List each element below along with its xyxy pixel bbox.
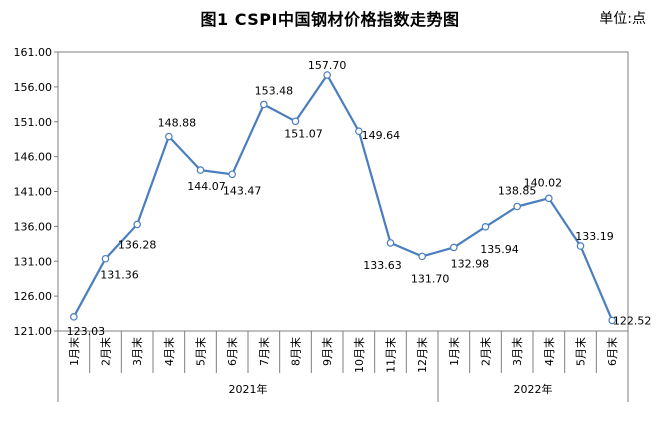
data-point <box>133 220 141 229</box>
x-tick-label: 2月末 <box>479 337 493 366</box>
data-label: 136.28 <box>118 238 157 251</box>
data-label: 133.19 <box>575 230 614 243</box>
data-point <box>196 166 205 174</box>
y-tick-label: 156.00 <box>14 81 53 94</box>
y-tick-label: 151.00 <box>14 116 53 129</box>
x-tick-label: 7月末 <box>257 337 271 366</box>
data-label: 148.88 <box>158 117 197 130</box>
data-point <box>545 194 553 203</box>
x-tick-label: 3月末 <box>510 337 524 366</box>
data-point <box>418 252 426 261</box>
data-label: 143.47 <box>223 184 262 197</box>
x-tick-label: 1月末 <box>447 337 461 366</box>
y-tick-label: 121.00 <box>14 325 53 338</box>
x-tick-label: 10月末 <box>352 337 366 373</box>
x-tick-label: 6月末 <box>605 337 619 366</box>
data-point <box>323 71 331 79</box>
data-label: 123.03 <box>67 325 106 338</box>
x-tick-label: 12月末 <box>415 337 429 373</box>
y-tick-label: 126.00 <box>14 290 53 303</box>
data-point <box>291 117 300 126</box>
data-point <box>608 316 616 325</box>
y-tick-label: 136.00 <box>14 220 53 233</box>
data-point <box>355 127 363 136</box>
data-point <box>386 239 395 247</box>
data-label: 132.98 <box>451 257 490 270</box>
group-label: 2021年 <box>229 382 268 396</box>
data-point <box>260 100 268 109</box>
x-tick-label: 4月末 <box>542 337 556 366</box>
data-point <box>481 222 490 231</box>
data-point <box>165 132 173 141</box>
x-tick-label: 5月末 <box>194 337 208 366</box>
data-label: 133.63 <box>363 259 402 272</box>
unit-label: 单位:点 <box>599 11 646 27</box>
data-label: 151.07 <box>284 127 323 140</box>
x-tick-label: 3月末 <box>130 337 144 366</box>
data-label: 140.02 <box>524 176 563 189</box>
y-tick-label: 131.00 <box>14 255 53 268</box>
data-point <box>576 242 585 250</box>
data-point <box>450 243 458 252</box>
y-tick-label: 141.00 <box>14 186 53 199</box>
x-tick-label: 4月末 <box>162 337 176 366</box>
y-tick-label: 161.00 <box>14 46 53 59</box>
data-point <box>101 254 110 263</box>
data-label: 144.07 <box>187 180 226 193</box>
data-label: 157.70 <box>308 59 347 72</box>
y-tick-label: 146.00 <box>14 151 53 164</box>
data-label: 149.64 <box>362 129 401 142</box>
data-label: 131.36 <box>100 269 139 282</box>
data-point <box>70 313 78 321</box>
x-tick-label: 6月末 <box>225 337 239 366</box>
x-tick-label: 9月末 <box>320 337 334 366</box>
group-label: 2022年 <box>514 382 553 396</box>
data-label: 122.52 <box>613 314 652 327</box>
data-point <box>513 202 521 211</box>
series-line <box>72 73 614 321</box>
data-label: 138.85 <box>498 184 537 197</box>
data-label: 153.48 <box>255 84 294 97</box>
x-tick-label: 1月末 <box>67 337 81 366</box>
x-tick-label: 5月末 <box>574 337 588 366</box>
data-label: 135.94 <box>480 243 519 256</box>
x-tick-label: 8月末 <box>289 337 303 366</box>
chart-title: 图1 CSPI中国钢材价格指数走势图 <box>200 10 460 29</box>
x-tick-label: 2月末 <box>99 337 113 366</box>
data-point <box>228 170 236 179</box>
plot-area <box>57 51 629 332</box>
data-label: 131.70 <box>411 272 450 285</box>
x-tick-label: 11月末 <box>384 337 398 373</box>
